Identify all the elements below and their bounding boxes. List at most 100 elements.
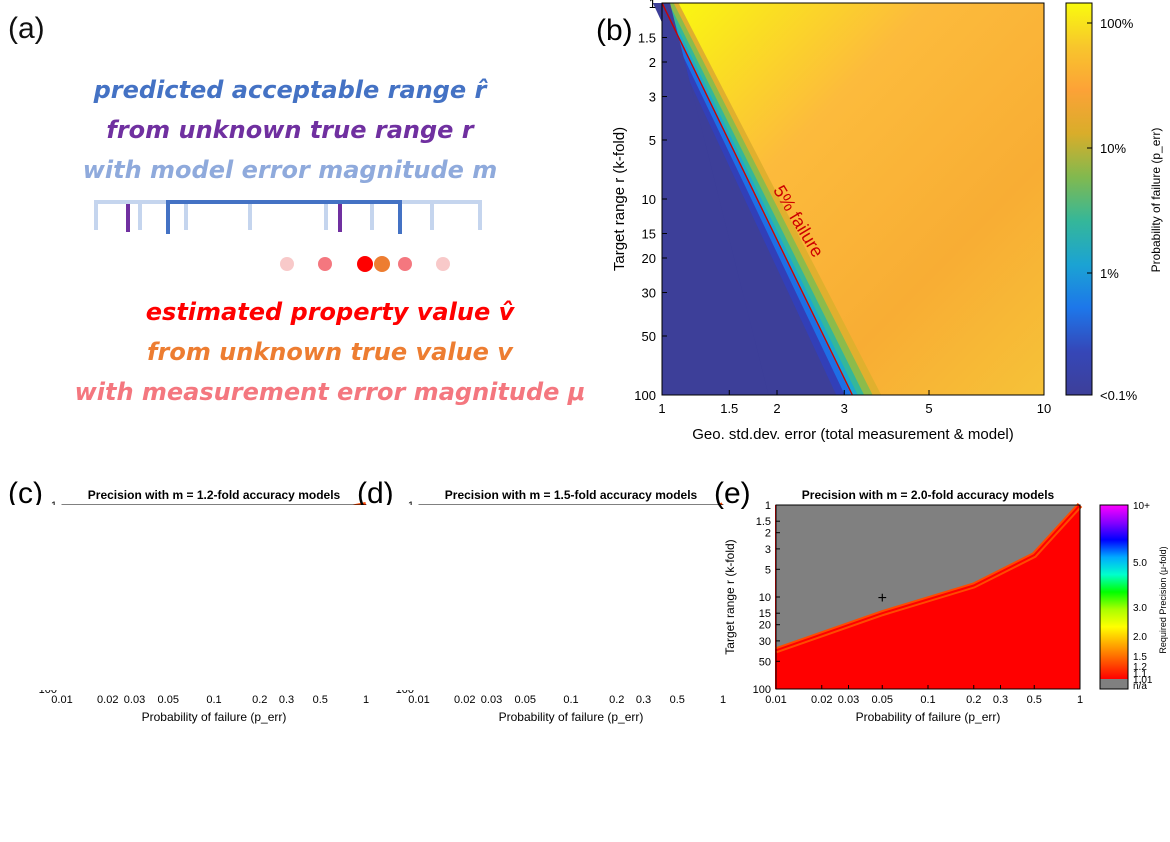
y-tick-label: 3 [408, 544, 414, 556]
y-tick-label: 5 [765, 564, 771, 576]
y-tick-label: 1 [649, 0, 656, 11]
y-tick-label: 20 [45, 620, 57, 632]
legend-line: with model error magnitude m [82, 156, 498, 184]
x-tick-label: 0.1 [920, 694, 935, 706]
infeasible-region [776, 505, 1080, 651]
y-tick-label: 20 [642, 251, 656, 266]
colorbar [1065, 2, 1093, 396]
y-tick-label: 3 [51, 544, 57, 556]
legend-line: with measurement error magnitude μ [74, 378, 586, 406]
boundary-edge [775, 504, 1081, 652]
x-axis-label: Geo. std.dev. error (total measurement &… [692, 426, 1014, 443]
x-tick-label: 1 [363, 694, 369, 706]
x-tick-label: 0.3 [279, 694, 294, 706]
x-tick-label: 0.02 [97, 694, 118, 706]
heatmap-band [0, 505, 366, 689]
y-tick-label: 1.5 [638, 31, 656, 46]
chart-title: Precision with m = 1.5-fold accuracy mod… [445, 488, 698, 502]
heatmap-band [661, 3, 852, 395]
x-tick-label: 0.2 [252, 694, 267, 706]
heatmap-band [0, 505, 366, 689]
y-tick-label: 30 [402, 636, 414, 648]
colorbar-frame [1099, 504, 1129, 690]
heatmap-band [0, 505, 1080, 689]
contour-label: 5% failure [769, 182, 827, 261]
heatmap-band [0, 505, 723, 689]
y-tick-label: 5 [51, 564, 57, 576]
heatmap-red [776, 505, 1080, 689]
mask [0, 505, 418, 690]
colorbar-tick-label: 3.0 [1133, 603, 1147, 614]
marker: + [521, 590, 530, 607]
heatmap-band [0, 505, 723, 689]
model-error-brackets [94, 200, 482, 230]
y-tick-label: 2 [765, 528, 771, 540]
range-diagram [94, 200, 482, 272]
y-tick-label: 3 [649, 90, 656, 105]
infeasible-region [419, 505, 723, 588]
y-axis-label: Target range r (k-fold) [366, 539, 380, 654]
legend-line: estimated property value v̂ [145, 298, 515, 326]
y-tick-label: 1.5 [399, 516, 414, 528]
x-tick-label: 5 [925, 401, 932, 416]
colorbar-tick-label: 10% [1100, 141, 1126, 156]
heatmap-band [0, 505, 1080, 689]
heatmap-band [662, 3, 769, 395]
y-tick-label: 1 [765, 500, 771, 512]
plot-frame [61, 504, 367, 690]
boundary-edge [418, 504, 724, 589]
heatmap-band [0, 505, 366, 689]
x-tick-label: 0.03 [838, 694, 859, 706]
colorbar [1100, 505, 1128, 679]
x-tick-label: 0.1 [206, 694, 221, 706]
predicted-range-bracket [166, 200, 402, 234]
heatmap-band [662, 3, 858, 395]
y-tick-label: 1.5 [42, 516, 57, 528]
contour-line [661, 2, 853, 396]
colorbar-na [1100, 679, 1128, 689]
y-tick-label: 1.5 [756, 516, 771, 528]
heatmap-band [0, 505, 1080, 689]
heatmap-band [0, 505, 366, 616]
colorbar-tick-label: 1% [1100, 266, 1119, 281]
colorbar-tick-label: 1.5 [1133, 652, 1147, 663]
plot-frame [661, 2, 1045, 396]
heatmap-band [0, 505, 723, 689]
x-tick-label: 10 [1037, 401, 1051, 416]
legend-line: predicted acceptable range r̂ [93, 76, 487, 104]
y-tick-label: 20 [402, 620, 414, 632]
true-range-bracket [126, 204, 342, 232]
y-axis-label: Target range r (k-fold) [723, 539, 737, 654]
x-tick-label: 0.2 [966, 694, 981, 706]
y-tick-label: 100 [753, 684, 771, 696]
marker: + [878, 590, 887, 607]
heatmap-band [0, 505, 1080, 689]
legend-line: from unknown true range r [106, 116, 474, 144]
y-tick-label: 5 [408, 564, 414, 576]
y-tick-label: 15 [642, 227, 656, 242]
heatmap-red [419, 505, 723, 689]
y-tick-label: 100 [396, 684, 414, 696]
chart-title: Precision with m = 2.0-fold accuracy mod… [802, 488, 1055, 502]
x-tick-label: 0.02 [811, 694, 832, 706]
heatmap-band [0, 505, 723, 689]
y-tick-label: 50 [642, 329, 656, 344]
heatmap-band [0, 505, 723, 689]
x-tick-label: 0.5 [670, 694, 685, 706]
heatmap-band [0, 505, 1080, 689]
x-tick-label: 0.03 [124, 694, 145, 706]
colorbar-tick-label: n/a [1133, 681, 1147, 692]
x-axis-label: Probability of failure (p_err) [856, 710, 1001, 724]
x-axis-label: Probability of failure (p_err) [142, 710, 287, 724]
mask [0, 505, 61, 690]
heatmap-band [0, 505, 366, 689]
colorbar-tick-label: 1.01 [1133, 675, 1153, 686]
y-axis-label: Target range r (k-fold) [9, 539, 23, 654]
y-tick-label: 20 [759, 620, 771, 632]
heatmap-band [0, 505, 366, 689]
y-tick-label: 30 [642, 286, 656, 301]
plot-frame [418, 504, 724, 690]
panel-a-label: (a) [8, 12, 45, 45]
y-tick-label: 50 [402, 656, 414, 668]
x-tick-label: 0.05 [515, 694, 536, 706]
